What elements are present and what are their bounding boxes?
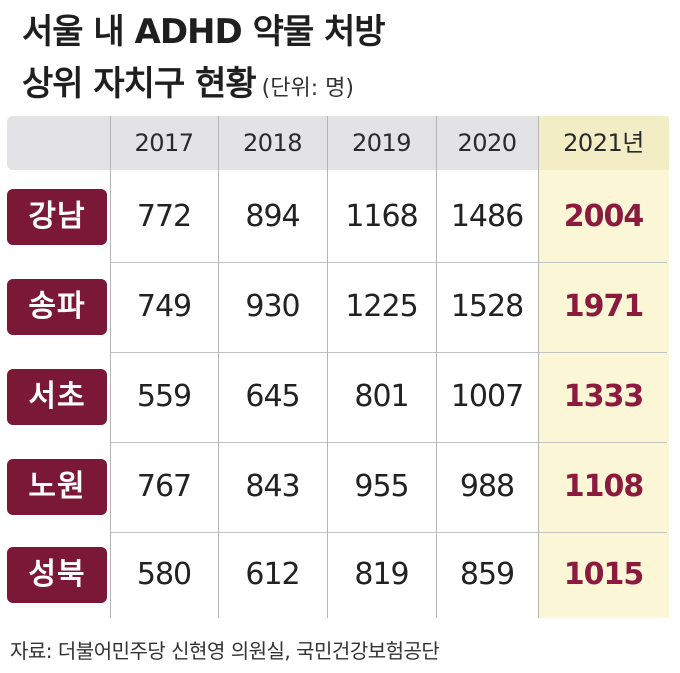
table-cell: 955 [354, 469, 409, 504]
table-cell: 819 [354, 557, 409, 592]
table-cell: 1168 [345, 199, 418, 234]
table-cell: 772 [136, 199, 192, 234]
row-divider [110, 532, 667, 533]
table-cell: 1015 [563, 557, 645, 592]
table-cell: 1108 [563, 469, 645, 504]
table-cell: 801 [354, 379, 409, 414]
chart-title-line2-text: 상위 자치구 현황 [22, 64, 257, 104]
table-cell: 559 [136, 379, 192, 414]
row-label: 서초 [7, 369, 107, 425]
table-cell: 645 [245, 379, 300, 414]
table-cell: 1007 [450, 379, 524, 414]
row-label: 성북 [7, 547, 107, 603]
column-header-5: 2021년 [563, 129, 644, 157]
column-header-1: 2017 [134, 129, 194, 157]
column-divider [436, 116, 437, 618]
table-cell: 859 [459, 557, 515, 592]
chart-title-line1: 서울 내 ADHD 약물 처방 [22, 12, 386, 52]
column-header-4: 2020 [457, 129, 517, 157]
table-cell: 1333 [563, 379, 645, 414]
row-divider [110, 442, 667, 443]
highlight-column-bg [538, 116, 669, 618]
table-cell: 580 [136, 557, 192, 592]
row-label: 송파 [7, 279, 107, 335]
column-header-2: 2018 [242, 129, 303, 157]
table-cell: 843 [245, 469, 300, 504]
column-divider [538, 116, 539, 618]
row-divider [110, 262, 667, 263]
table-cell: 749 [136, 289, 192, 324]
source-note: 자료: 더불어민주당 신현영 의원실, 국민건강보험공단 [10, 639, 440, 663]
table-cell: 612 [245, 557, 300, 592]
column-header-3: 2019 [351, 129, 412, 157]
table-cell: 1486 [450, 199, 524, 234]
chart-title-line2: 상위 자치구 현황 (단위: 명) [22, 56, 354, 105]
column-divider [110, 116, 111, 618]
table-cell: 894 [245, 199, 300, 234]
table-cell: 767 [136, 469, 192, 504]
column-divider [218, 116, 219, 618]
table-cell: 1528 [450, 289, 524, 324]
table-cell: 1225 [345, 289, 418, 324]
row-label: 강남 [7, 189, 107, 245]
table-cell: 2004 [563, 199, 645, 234]
table-cell: 988 [459, 469, 515, 504]
unit-label: (단위: 명) [261, 76, 354, 101]
table-cell: 930 [245, 289, 300, 324]
row-divider [110, 352, 667, 353]
highlight-column-header-bg [538, 116, 669, 170]
column-divider [327, 116, 328, 618]
table-cell: 1971 [563, 289, 645, 324]
row-label: 노원 [7, 459, 107, 515]
